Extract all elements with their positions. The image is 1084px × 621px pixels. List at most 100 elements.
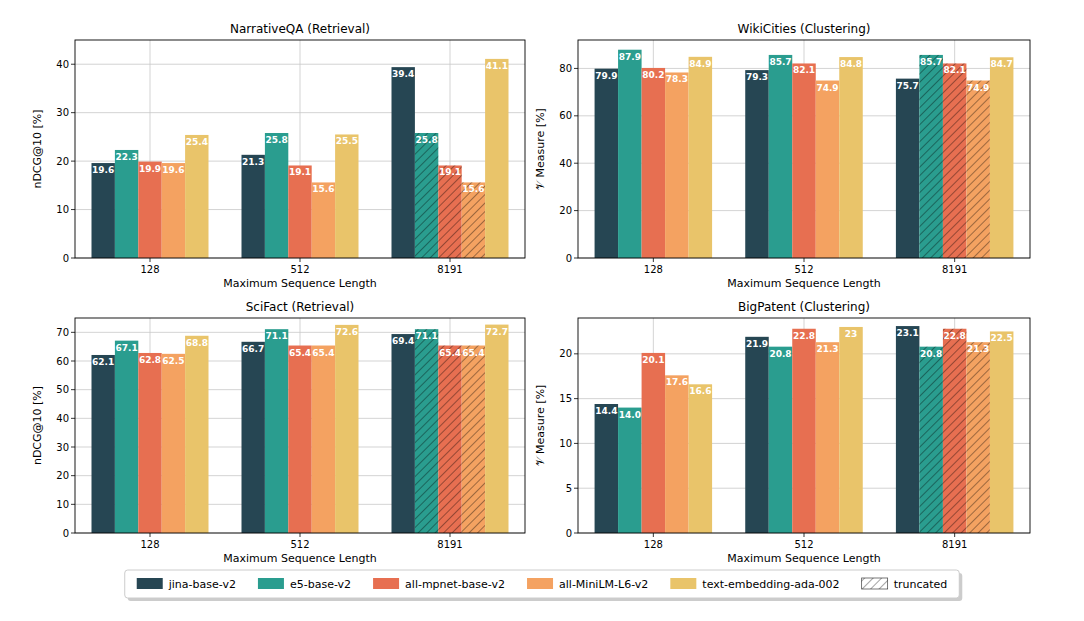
data-label: 71.1 bbox=[415, 331, 437, 341]
bar: e5-base-v2 bbox=[769, 55, 793, 258]
bar-hatch bbox=[438, 165, 461, 258]
tick-label: 128 bbox=[140, 264, 159, 275]
bar-hatch bbox=[438, 346, 461, 533]
bar: e5-base-v2 bbox=[618, 408, 642, 533]
bar: e5-base-v2 bbox=[919, 55, 943, 258]
legend-swatch bbox=[258, 578, 284, 589]
tick-label: 20 bbox=[56, 156, 69, 167]
bar: jina-base-v2 bbox=[92, 163, 115, 258]
x-label: Maximum Sequence Length bbox=[223, 277, 376, 290]
bar: e5-base-v2 bbox=[265, 329, 288, 533]
tick bbox=[574, 115, 578, 116]
legend-swatch bbox=[137, 578, 163, 589]
bar: all-MiniLM-L6-v2 bbox=[816, 342, 840, 533]
tick bbox=[71, 332, 75, 333]
axes-frame bbox=[578, 318, 1030, 533]
panel: jina-base-v2jina-base-v2jina-base-v2e5-b… bbox=[534, 22, 1030, 290]
bar-hatch bbox=[462, 346, 485, 533]
tick bbox=[71, 389, 75, 390]
tick bbox=[300, 533, 301, 537]
data-label: 19.1 bbox=[439, 167, 461, 177]
data-label: 22.8 bbox=[944, 331, 966, 341]
bar: text-embedding-ada-002 bbox=[185, 135, 208, 258]
data-label: 23 bbox=[845, 329, 858, 339]
bar: all-MiniLM-L6-v2 bbox=[162, 354, 185, 533]
tick-label: 0 bbox=[566, 528, 572, 539]
tick bbox=[574, 488, 578, 489]
tick bbox=[71, 209, 75, 210]
legend-swatch bbox=[862, 578, 888, 589]
bar: all-mpnet-base-v2 bbox=[642, 68, 666, 258]
tick-label: 80 bbox=[559, 63, 572, 74]
tick bbox=[71, 64, 75, 65]
data-label: 79.3 bbox=[746, 72, 768, 82]
bar: jina-base-v2 bbox=[242, 342, 265, 533]
x-label: Maximum Sequence Length bbox=[223, 552, 376, 565]
data-label: 65.4 bbox=[439, 348, 461, 358]
legend-label: all-MiniLM-L6-v2 bbox=[559, 578, 648, 591]
bar: all-mpnet-base-v2 bbox=[642, 353, 666, 533]
bar: all-mpnet-base-v2 bbox=[943, 63, 967, 258]
data-label: 39.4 bbox=[392, 69, 414, 79]
data-label: 84.9 bbox=[689, 59, 711, 69]
bar: e5-base-v2 bbox=[115, 150, 138, 258]
tick-label: 10 bbox=[56, 499, 69, 510]
data-label: 62.1 bbox=[92, 357, 114, 367]
tick bbox=[954, 258, 955, 262]
bar: jina-base-v2 bbox=[896, 79, 920, 258]
data-labels: 19.621.339.422.325.825.819.919.119.119.6… bbox=[92, 61, 508, 195]
tick bbox=[71, 161, 75, 162]
bar: text-embedding-ada-002 bbox=[485, 59, 508, 258]
tick bbox=[574, 68, 578, 69]
data-label: 15.6 bbox=[312, 184, 334, 194]
bar: all-MiniLM-L6-v2 bbox=[665, 72, 689, 258]
tick bbox=[300, 258, 301, 262]
tick-label: 512 bbox=[794, 539, 813, 550]
data-label: 69.4 bbox=[392, 336, 414, 346]
data-label: 25.8 bbox=[415, 135, 437, 145]
data-labels: 62.166.769.467.171.171.162.865.465.462.5… bbox=[92, 327, 508, 367]
bar: all-MiniLM-L6-v2 bbox=[665, 375, 689, 533]
tick-label: 512 bbox=[290, 539, 309, 550]
bar: e5-base-v2 bbox=[415, 133, 438, 258]
bar: all-mpnet-base-v2 bbox=[288, 346, 311, 533]
legend-swatch bbox=[670, 578, 696, 589]
bar: all-MiniLM-L6-v2 bbox=[462, 346, 485, 533]
data-label: 17.6 bbox=[666, 377, 688, 387]
bar-hatch bbox=[919, 55, 943, 258]
data-label: 65.4 bbox=[462, 348, 484, 358]
bar: text-embedding-ada-002 bbox=[990, 57, 1014, 258]
bar: e5-base-v2 bbox=[919, 347, 943, 533]
legend-label: jina-base-v2 bbox=[168, 578, 236, 591]
bar-hatch bbox=[462, 182, 485, 258]
data-label: 85.7 bbox=[920, 57, 942, 67]
legend-frame bbox=[125, 570, 960, 598]
data-label: 72.7 bbox=[486, 327, 508, 337]
tick bbox=[574, 210, 578, 211]
tick bbox=[954, 533, 955, 537]
data-label: 67.1 bbox=[115, 343, 137, 353]
tick-label: 128 bbox=[140, 539, 159, 550]
tick bbox=[71, 533, 75, 534]
data-label: 84.8 bbox=[840, 59, 862, 69]
tick bbox=[574, 398, 578, 399]
bar: text-embedding-ada-002 bbox=[335, 134, 358, 258]
data-label: 65.4 bbox=[289, 348, 311, 358]
data-label: 25.4 bbox=[186, 137, 208, 147]
bar: all-MiniLM-L6-v2 bbox=[312, 182, 335, 258]
data-label: 19.1 bbox=[289, 167, 311, 177]
tick bbox=[71, 447, 75, 448]
panel: jina-base-v2jina-base-v2jina-base-v2e5-b… bbox=[31, 22, 525, 290]
data-label: 74.9 bbox=[816, 83, 838, 93]
data-label: 62.8 bbox=[139, 355, 161, 365]
data-label: 20.1 bbox=[642, 355, 664, 365]
tick bbox=[653, 533, 654, 537]
tick bbox=[574, 443, 578, 444]
tick bbox=[574, 533, 578, 534]
panel: jina-base-v2jina-base-v2jina-base-v2e5-b… bbox=[31, 300, 525, 565]
bar-hatch bbox=[943, 63, 967, 258]
bar: all-mpnet-base-v2 bbox=[792, 63, 816, 258]
data-label: 79.9 bbox=[595, 71, 617, 81]
legend-swatch bbox=[527, 578, 553, 589]
title: BigPatent (Clustering) bbox=[738, 300, 870, 314]
